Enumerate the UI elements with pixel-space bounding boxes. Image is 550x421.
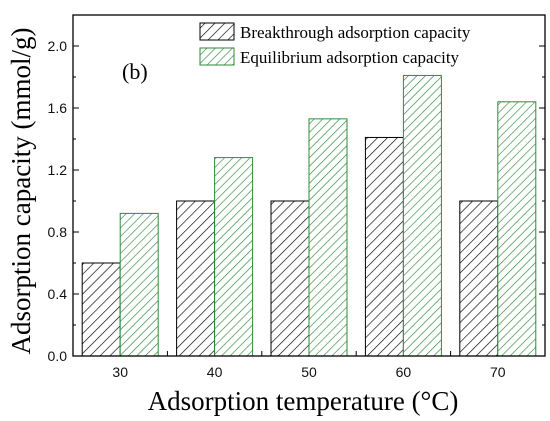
bars-layer xyxy=(81,74,537,357)
x-tick-label-70: 70 xyxy=(490,364,506,380)
y-tick-label: 1.2 xyxy=(48,162,68,178)
legend: Breakthrough adsorption capacity Equilib… xyxy=(199,22,471,67)
legend-label-breakthrough: Breakthrough adsorption capacity xyxy=(240,23,471,42)
legend-swatch-breakthrough xyxy=(199,22,235,41)
legend-swatch-equilibrium xyxy=(199,47,235,66)
y-tick-label: 2.0 xyxy=(48,38,68,54)
x-tick-label-40: 40 xyxy=(207,364,223,380)
y-axis-label: Adsorption capacity (mmol/g) xyxy=(6,28,36,355)
bar-equilibrium-60 xyxy=(402,74,442,357)
bar-breakthrough-30 xyxy=(81,262,121,357)
y-tick-label: 0.0 xyxy=(48,348,68,364)
legend-label-equilibrium: Equilibrium adsorption capacity xyxy=(240,48,460,67)
x-tick-label-60: 60 xyxy=(396,364,412,380)
y-tick-label: 0.8 xyxy=(48,224,68,240)
bar-breakthrough-70 xyxy=(459,200,499,357)
plot-frame xyxy=(72,14,546,357)
x-tick-label-50: 50 xyxy=(301,364,317,380)
bar-breakthrough-60 xyxy=(364,136,404,357)
y-tick-label: 0.4 xyxy=(48,286,68,302)
labels-layer: 0.0 0.4 0.8 1.2 1.6 2.0 30 40 50 60 70 xyxy=(48,38,506,380)
axes-layer xyxy=(72,14,546,357)
x-axis-label: Adsorption temperature (°C) xyxy=(148,386,459,416)
bar-equilibrium-70 xyxy=(497,101,537,357)
panel-label: (b) xyxy=(122,59,148,84)
bar-breakthrough-40 xyxy=(176,200,216,357)
bar-equilibrium-50 xyxy=(308,118,348,357)
x-tick-label-30: 30 xyxy=(112,364,128,380)
bar-equilibrium-40 xyxy=(214,157,254,357)
bar-equilibrium-30 xyxy=(119,212,159,357)
y-tick-label: 1.6 xyxy=(48,100,68,116)
bar-breakthrough-50 xyxy=(270,200,310,357)
